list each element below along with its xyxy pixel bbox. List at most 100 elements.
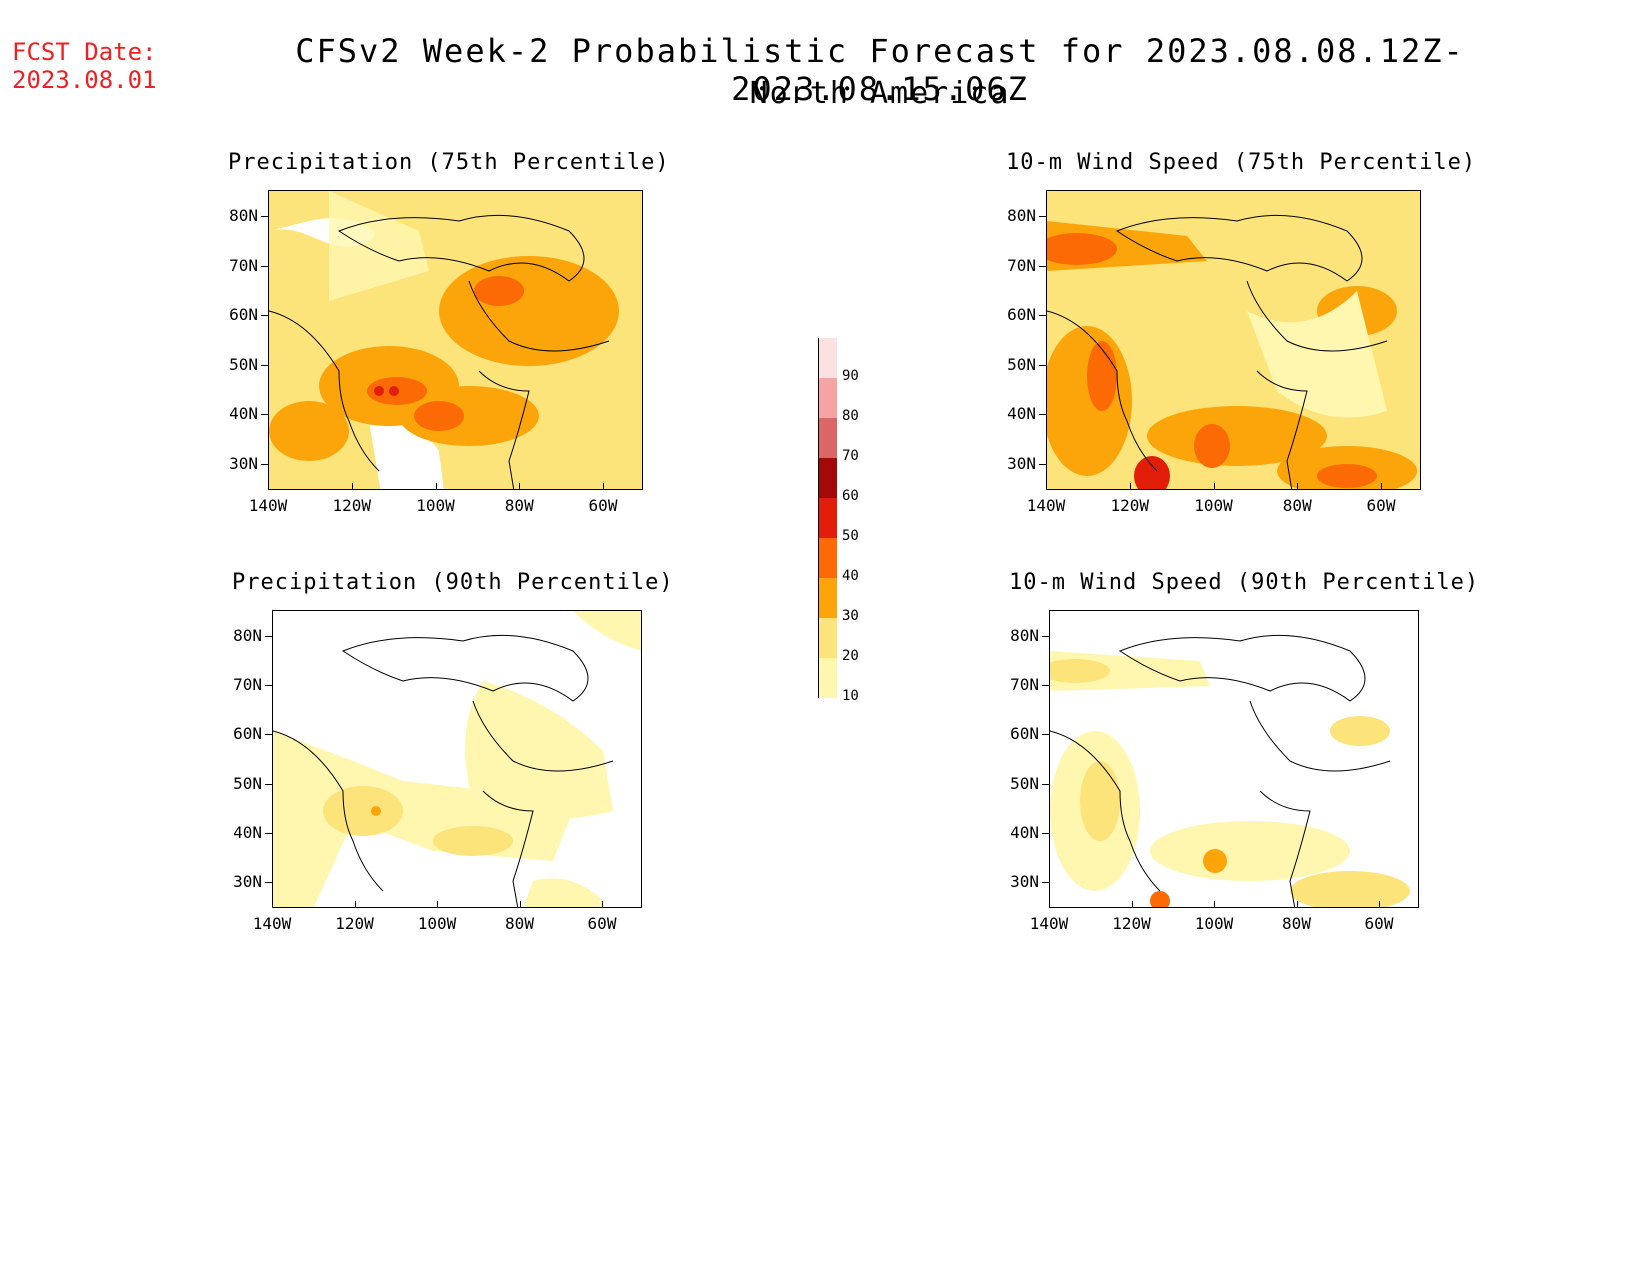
colorbar-label: 40 bbox=[842, 568, 859, 584]
lat-tick bbox=[261, 464, 268, 465]
lon-tick bbox=[1049, 901, 1050, 908]
lon-tick bbox=[1213, 483, 1215, 490]
map-plot bbox=[1049, 610, 1419, 908]
map-canvas bbox=[1050, 611, 1418, 907]
lat-tick-label: 70N bbox=[1007, 255, 1036, 275]
lat-tick-label: 40N bbox=[1007, 404, 1036, 424]
lat-tick bbox=[261, 414, 268, 416]
colorbar-label: 80 bbox=[842, 408, 859, 424]
lat-tick bbox=[265, 685, 272, 687]
lon-tick-label: 80W bbox=[504, 496, 534, 515]
lat-tick bbox=[1039, 265, 1046, 267]
lat-tick-label: 60N bbox=[233, 724, 262, 744]
colorbar-swatch bbox=[818, 538, 837, 578]
lon-tick-label: 80W bbox=[505, 914, 534, 933]
fcst-date-label: FCST Date: bbox=[12, 38, 157, 66]
lon-tick bbox=[268, 483, 269, 490]
panel-title: Precipitation (75th Percentile) bbox=[228, 150, 670, 175]
lat-tick bbox=[261, 216, 268, 217]
lon-tick bbox=[437, 901, 438, 908]
lat-tick-label: 70N bbox=[229, 255, 258, 275]
lat-tick bbox=[265, 783, 272, 785]
lon-tick bbox=[602, 901, 603, 908]
main-title: CFSv2 Week-2 Probabilistic Forecast for … bbox=[295, 32, 1465, 108]
lon-tick bbox=[603, 483, 604, 490]
lat-tick bbox=[1039, 464, 1046, 465]
lon-tick bbox=[435, 483, 437, 490]
lat-tick-label: 40N bbox=[229, 404, 258, 424]
colorbar-swatch bbox=[818, 338, 837, 378]
lon-tick-label: 140W bbox=[252, 914, 292, 933]
lat-tick bbox=[1042, 636, 1049, 637]
colorbar-swatch bbox=[818, 378, 837, 418]
lon-tick bbox=[351, 483, 353, 490]
colorbar-label: 50 bbox=[842, 528, 859, 544]
map-canvas bbox=[273, 611, 641, 907]
lat-tick bbox=[261, 315, 268, 317]
lon-tick-label: 120W bbox=[1112, 914, 1151, 933]
panel-title: Precipitation (90th Percentile) bbox=[232, 570, 674, 595]
lon-tick bbox=[519, 483, 521, 490]
lat-tick bbox=[1042, 882, 1049, 883]
lat-tick-label: 50N bbox=[1010, 773, 1039, 793]
colorbar-label: 60 bbox=[842, 488, 859, 504]
lon-tick bbox=[272, 901, 273, 908]
lat-tick-label: 40N bbox=[1010, 822, 1039, 842]
lat-tick bbox=[1039, 216, 1046, 217]
lon-tick-label: 100W bbox=[1194, 914, 1234, 933]
lat-tick-label: 40N bbox=[233, 822, 262, 842]
colorbar-swatch bbox=[818, 658, 837, 698]
colorbar-label: 20 bbox=[842, 648, 859, 664]
lon-tick bbox=[1129, 483, 1131, 490]
lat-tick-label: 80N bbox=[229, 206, 258, 225]
colorbar-label: 10 bbox=[842, 688, 859, 704]
lon-tick-label: 120W bbox=[1110, 496, 1150, 515]
lon-tick-label: 140W bbox=[1029, 914, 1069, 933]
lat-tick bbox=[265, 636, 272, 637]
lat-tick-label: 60N bbox=[1007, 305, 1036, 325]
lat-tick-label: 70N bbox=[233, 675, 262, 695]
lon-tick bbox=[1379, 901, 1380, 908]
lon-tick-label: 140W bbox=[1026, 496, 1066, 515]
lon-tick-label: 100W bbox=[1194, 496, 1233, 515]
lon-tick-label: 100W bbox=[416, 496, 455, 515]
lat-tick-label: 60N bbox=[229, 305, 258, 325]
lon-tick bbox=[1131, 901, 1133, 908]
colorbar-swatch bbox=[818, 618, 837, 658]
panel-title: 10-m Wind Speed (90th Percentile) bbox=[1009, 570, 1480, 595]
colorbar-swatch bbox=[818, 498, 837, 538]
lat-tick bbox=[1042, 685, 1049, 687]
region-subtitle: North America bbox=[749, 76, 1011, 111]
lon-tick bbox=[1297, 483, 1299, 490]
lat-tick bbox=[261, 265, 268, 267]
map-canvas bbox=[269, 191, 642, 489]
lon-tick-label: 80W bbox=[1282, 496, 1312, 515]
lat-tick bbox=[1039, 315, 1046, 317]
lon-tick-label: 100W bbox=[417, 914, 457, 933]
lat-tick bbox=[265, 734, 272, 736]
lat-tick bbox=[265, 882, 272, 883]
lat-tick bbox=[1039, 364, 1046, 366]
lon-tick-label: 140W bbox=[248, 496, 288, 515]
map-canvas bbox=[1047, 191, 1420, 489]
lon-tick-label: 120W bbox=[335, 914, 374, 933]
colorbar-label: 30 bbox=[842, 608, 859, 624]
lat-tick bbox=[1039, 414, 1046, 416]
lat-tick-label: 80N bbox=[1010, 626, 1039, 645]
lon-tick bbox=[1381, 483, 1382, 490]
fcst-date-value: 2023.08.01 bbox=[12, 66, 157, 94]
lon-tick bbox=[1214, 901, 1215, 908]
forecast-date-block: FCST Date: 2023.08.01 bbox=[12, 38, 157, 94]
lat-tick bbox=[1042, 832, 1049, 834]
colorbar-swatch bbox=[818, 578, 837, 618]
lat-tick-label: 30N bbox=[229, 454, 258, 473]
colorbar-swatch bbox=[818, 418, 837, 458]
colorbar-label: 90 bbox=[842, 368, 859, 384]
lat-tick bbox=[1042, 783, 1049, 785]
lat-tick bbox=[1042, 734, 1049, 736]
lon-tick-label: 60W bbox=[588, 496, 618, 515]
lon-tick bbox=[1046, 483, 1047, 490]
colorbar-swatch bbox=[818, 458, 837, 498]
lat-tick-label: 80N bbox=[233, 626, 262, 645]
lat-tick-label: 50N bbox=[1007, 354, 1036, 374]
